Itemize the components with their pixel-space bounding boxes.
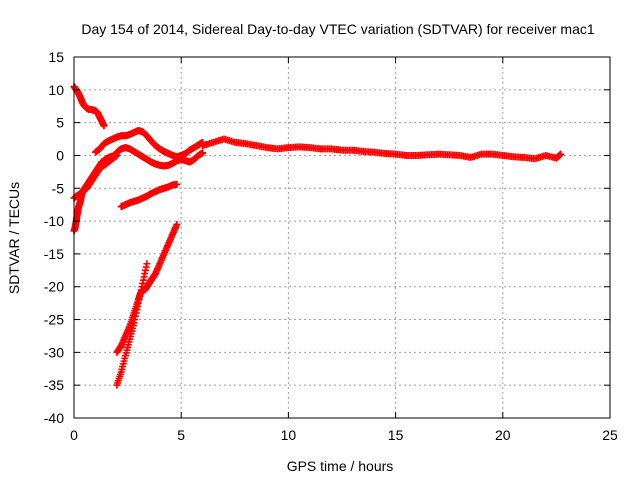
y-tick-label: -25 <box>44 312 64 328</box>
y-tick-label: -20 <box>44 279 64 295</box>
data-point <box>173 180 181 188</box>
grid <box>74 57 610 418</box>
series-steep-segment-b <box>113 260 151 389</box>
series-hump <box>91 127 207 161</box>
x-tick-label: 25 <box>602 427 618 443</box>
y-tick-label: 15 <box>48 49 64 65</box>
y-tick-label: -10 <box>44 213 64 229</box>
x-tick-label: 10 <box>281 427 297 443</box>
y-tick-label: -40 <box>44 410 64 426</box>
y-tick-labels: -40 -35 -30 -25 -20 -15 -10 -5 0 5 10 15 <box>44 49 64 426</box>
data-series <box>70 83 565 389</box>
series-middle-segment <box>117 180 181 211</box>
series-steep-segment-a <box>113 220 181 356</box>
series-decaying-arc <box>70 83 108 130</box>
series-long-tail <box>199 135 565 163</box>
axis-ticks <box>73 56 611 419</box>
data-point <box>199 149 207 157</box>
series-valley <box>109 144 207 170</box>
y-tick-label: 5 <box>56 115 64 131</box>
x-axis-label: GPS time / hours <box>287 458 394 474</box>
y-tick-label: -5 <box>52 180 65 196</box>
data-point <box>100 122 108 130</box>
data-point <box>557 150 565 158</box>
x-tick-label: 15 <box>388 427 404 443</box>
y-tick-label: -15 <box>44 246 64 262</box>
y-axis-label: SDTVAR / TECUs <box>6 182 22 294</box>
chart-title: Day 154 of 2014, Sidereal Day-to-day VTE… <box>81 21 594 37</box>
y-tick-label: 0 <box>56 147 64 163</box>
x-tick-label: 0 <box>70 427 78 443</box>
x-tick-label: 5 <box>177 427 185 443</box>
y-tick-label: -35 <box>44 377 64 393</box>
data-point <box>143 260 151 268</box>
x-tick-labels: 0 5 10 15 20 25 <box>70 427 618 443</box>
plot-frame <box>73 56 611 419</box>
data-point <box>173 220 181 228</box>
y-tick-label: 10 <box>48 82 64 98</box>
y-tick-label: -30 <box>44 344 64 360</box>
x-tick-label: 20 <box>495 427 511 443</box>
